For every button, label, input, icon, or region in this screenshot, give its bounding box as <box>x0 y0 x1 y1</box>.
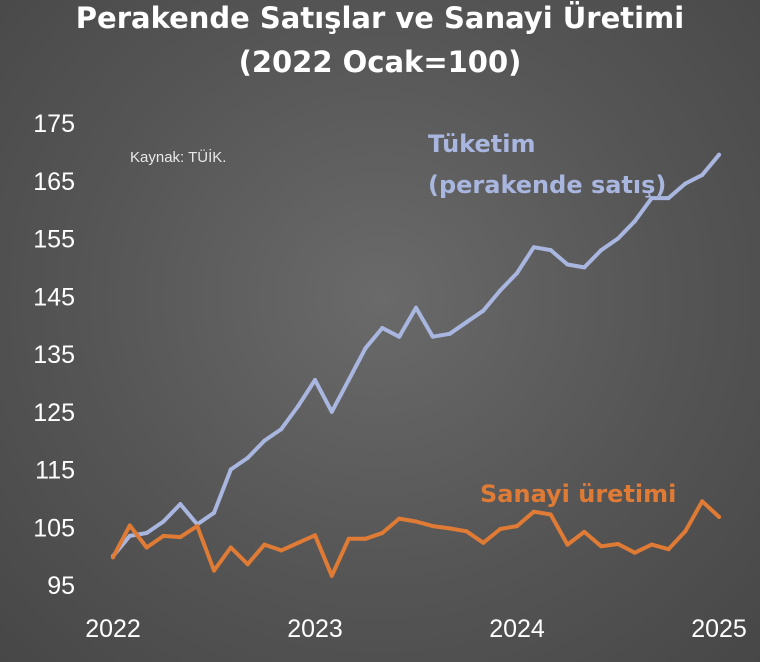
source-note: Kaynak: TÜİK. <box>130 148 226 166</box>
data-point <box>313 533 317 538</box>
data-point <box>717 152 721 157</box>
data-point <box>228 467 233 472</box>
data-point <box>279 427 284 432</box>
data-point <box>279 548 284 553</box>
data-point <box>700 173 705 177</box>
data-point <box>565 542 570 547</box>
chart-title: Perakende Satışlar ve Sanayi Üretimi <box>76 1 684 35</box>
data-point <box>397 516 402 521</box>
data-point <box>363 536 368 541</box>
data-point <box>346 536 351 541</box>
data-point <box>414 519 418 524</box>
y-tick-label: 135 <box>33 341 75 369</box>
x-tick-label: 2025 <box>691 615 747 643</box>
data-point <box>632 219 637 224</box>
data-point <box>565 262 570 267</box>
data-point <box>144 531 149 535</box>
data-point <box>666 196 671 201</box>
series-lines <box>111 152 721 578</box>
data-point <box>329 573 334 578</box>
data-point <box>666 547 671 552</box>
data-point <box>498 288 503 293</box>
y-tick-label: 95 <box>47 572 75 600</box>
data-point <box>515 524 519 529</box>
data-point <box>397 334 402 339</box>
data-point <box>363 346 368 351</box>
data-point <box>111 555 115 560</box>
data-point <box>700 499 705 504</box>
data-point <box>296 404 301 408</box>
y-tick-label: 115 <box>35 457 75 485</box>
data-point <box>649 196 654 201</box>
data-point <box>447 331 452 336</box>
data-point <box>380 531 385 535</box>
data-point <box>582 529 587 534</box>
data-point <box>447 526 452 531</box>
data-point <box>430 524 435 529</box>
data-point <box>531 245 536 250</box>
y-tick-label: 145 <box>33 283 75 311</box>
y-tick-label: 125 <box>33 399 75 427</box>
data-point <box>430 334 435 339</box>
data-point <box>498 527 503 531</box>
data-point <box>548 248 553 253</box>
data-point <box>464 529 469 534</box>
data-point <box>178 535 183 540</box>
data-point <box>245 455 250 460</box>
x-tick-label: 2022 <box>85 615 141 643</box>
data-point <box>481 540 486 545</box>
series-label-tuketim-line2: (perakende satış) <box>428 171 666 199</box>
data-point <box>515 271 519 276</box>
data-point <box>195 524 200 529</box>
series-line-1 <box>111 499 721 578</box>
data-point <box>262 542 267 547</box>
data-point <box>346 378 351 382</box>
data-point <box>582 265 587 270</box>
data-point <box>616 542 620 546</box>
x-tick-label: 2023 <box>287 615 343 643</box>
y-axis: 175 165 155 145 135 125 115 105 95 <box>33 110 75 600</box>
data-point <box>161 533 166 538</box>
data-point <box>161 519 166 524</box>
data-point <box>212 568 216 573</box>
series-label-tuketim: Tüketim <box>428 130 535 158</box>
data-point <box>616 236 620 241</box>
data-point <box>296 540 301 545</box>
data-point <box>632 550 637 555</box>
data-point <box>245 562 250 567</box>
data-point <box>717 514 721 519</box>
data-point <box>481 308 486 313</box>
data-point <box>144 545 149 550</box>
y-tick-label: 175 <box>33 110 75 138</box>
data-point <box>228 545 233 550</box>
y-tick-label: 105 <box>33 514 75 542</box>
data-point <box>178 502 183 507</box>
data-point <box>380 326 385 330</box>
data-point <box>313 378 317 382</box>
data-point <box>262 438 267 443</box>
data-point <box>599 248 604 253</box>
data-point <box>212 510 216 515</box>
data-point <box>683 181 688 186</box>
data-point <box>683 529 688 534</box>
series-label-sanayi: Sanayi üretimi <box>480 480 676 508</box>
data-point <box>649 542 654 547</box>
data-point <box>548 512 553 517</box>
y-tick-label: 155 <box>33 226 75 254</box>
y-tick-label: 165 <box>33 168 75 196</box>
data-point <box>599 544 604 549</box>
x-tick-label: 2024 <box>489 615 545 643</box>
data-point <box>127 523 132 528</box>
data-point <box>414 305 418 310</box>
x-axis: 2022 2023 2024 2025 <box>85 615 747 643</box>
chart-subtitle: (2022 Ocak=100) <box>239 45 522 79</box>
data-point <box>127 533 132 538</box>
data-point <box>464 320 469 325</box>
data-point <box>531 509 536 514</box>
data-point <box>329 409 334 414</box>
